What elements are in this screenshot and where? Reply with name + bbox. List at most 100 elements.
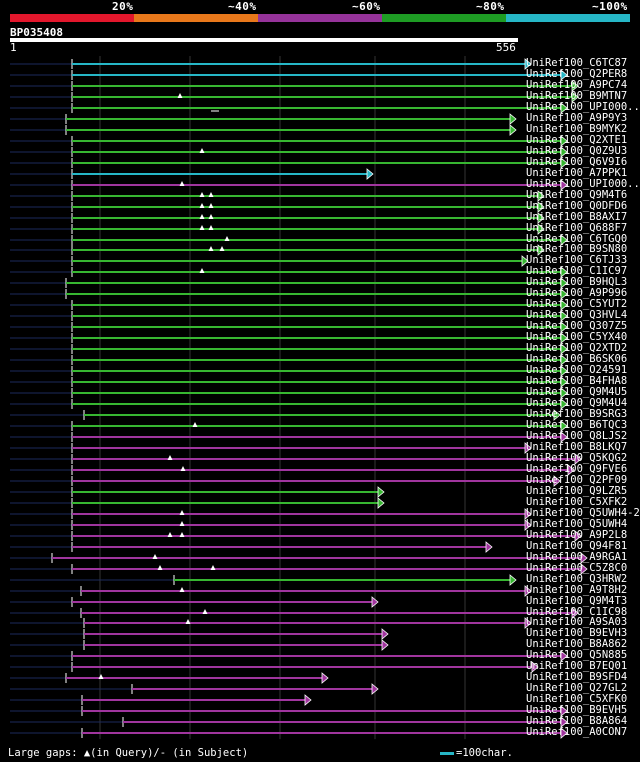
hit-label[interactable]: UniRef100_Q9FVE6 <box>526 463 628 475</box>
hit-label[interactable]: UniRef100_B9SRG3 <box>526 408 628 420</box>
hit-label[interactable]: UniRef100_Q2XTE1 <box>526 134 628 146</box>
hit-label[interactable]: UniRef100_C5XFK0 <box>526 693 628 705</box>
hit-label[interactable]: UniRef100_Q9M4U4 <box>526 397 628 409</box>
hit-label[interactable]: UniRef100_Q0DFD6 <box>526 200 628 212</box>
hit-label[interactable]: UniRef100_B6TQC3 <box>526 419 628 431</box>
hit-label[interactable]: UniRef100_A0CON7 <box>526 726 628 738</box>
hit-label[interactable]: UniRef100_C6TGQ0 <box>526 233 628 245</box>
hit-label[interactable]: UniRef100_Q0Z9U3 <box>526 145 628 157</box>
gaps-prefix: Large gaps: <box>8 747 84 759</box>
hit-label[interactable]: UniRef100_B9MTN7 <box>526 90 628 102</box>
hit-label[interactable]: UniRef100_A7PPK1 <box>526 167 628 179</box>
hit-label[interactable]: UniRef100_C5Z8C0 <box>526 562 628 574</box>
hit-label[interactable]: UniRef100_Q2PER8 <box>526 68 628 80</box>
hit-label[interactable]: UniRef100_Q94F81 <box>526 540 628 552</box>
hit-label[interactable]: UniRef100_C5YUT2 <box>526 298 628 310</box>
hit-label[interactable]: UniRef100_B8A862 <box>526 638 628 650</box>
legend-label-60: ~60% <box>352 0 381 13</box>
hit-label[interactable]: UniRef100_C1IC97 <box>526 265 628 277</box>
hit-label[interactable]: UniRef100_Q5KQG2 <box>526 452 628 464</box>
hit-label[interactable]: UniRef100_A9P9Y3 <box>526 112 628 124</box>
hit-label[interactable]: UniRef100_Q9M4U5 <box>526 386 628 398</box>
gap-in-query-marker <box>208 214 214 219</box>
hit-arrow-head <box>560 727 568 739</box>
hit-label[interactable]: UniRef100_B9SFD4 <box>526 671 628 683</box>
hit-label[interactable]: UniRef100_B8A864 <box>526 715 628 727</box>
hit-arrow-head <box>371 683 379 695</box>
hit-label[interactable]: UniRef100_A9SA03 <box>526 616 628 628</box>
hit-arrow-head <box>560 69 568 81</box>
gap-in-query-marker <box>179 510 185 515</box>
hit-arrow-head <box>560 102 568 114</box>
hit-label[interactable]: UniRef100_A9P996 <box>526 287 628 299</box>
hit-label[interactable]: UniRef100_O24591 <box>526 364 628 376</box>
hit-arrow-head <box>560 420 568 432</box>
hit-label[interactable]: UniRef100_A9T8H2 <box>526 584 628 596</box>
hit-label[interactable]: UniRef100_B8AXI7 <box>526 211 628 223</box>
hit-label[interactable]: UniRef100_C5XFK2 <box>526 496 628 508</box>
hit-label[interactable]: UniRef100_B9EVH5 <box>526 704 628 716</box>
gap-in-query-marker <box>199 268 205 273</box>
hit-label[interactable]: UniRef100_Q2PF09 <box>526 474 628 486</box>
gap-in-query-marker <box>199 225 205 230</box>
legend-label-100: ~100% <box>592 0 628 13</box>
gap-in-query-marker <box>192 422 198 427</box>
hit-label[interactable]: UniRef100_Q27GL2 <box>526 682 628 694</box>
hit-label[interactable]: UniRef100_Q9LZR5 <box>526 485 628 497</box>
hit-arrow-head <box>524 58 532 70</box>
hit-arrow-head <box>580 552 588 564</box>
hit-label[interactable]: UniRef100_UPI000.. <box>526 178 640 190</box>
hit-arrow-head <box>304 694 312 706</box>
hit-label[interactable]: UniRef100_Q6V9I6 <box>526 156 628 168</box>
hit-label[interactable]: UniRef100_B6SK06 <box>526 353 628 365</box>
hit-label[interactable]: UniRef100_UPI000.. <box>526 101 640 113</box>
legend-segment-100 <box>506 14 630 22</box>
hit-label[interactable]: UniRef100_Q3HRW2 <box>526 573 628 585</box>
hit-label[interactable]: UniRef100_C6TJ33 <box>526 254 628 266</box>
hit-label[interactable]: UniRef100_Q5N885 <box>526 649 628 661</box>
gap-in-query-marker <box>224 236 230 241</box>
gap-in-query-marker <box>98 674 104 679</box>
hit-arrow-head <box>531 661 539 673</box>
gap-in-query-marker <box>219 246 225 251</box>
hit-label[interactable]: UniRef100_A9PC74 <box>526 79 628 91</box>
hit-arrow-head <box>553 475 561 487</box>
hit-label[interactable]: UniRef100_B7EQ01 <box>526 660 628 672</box>
hit-label[interactable]: UniRef100_B9SN80 <box>526 243 628 255</box>
hit-label[interactable]: UniRef100_C1IC98 <box>526 606 628 618</box>
hit-arrow-head <box>537 212 545 224</box>
hit-arrow-head <box>524 519 532 531</box>
hit-arrow-head <box>366 168 374 180</box>
gap-in-query-marker <box>167 532 173 537</box>
hit-label[interactable]: UniRef100_Q3HVL4 <box>526 309 628 321</box>
hit-label[interactable]: UniRef100_B9HQL3 <box>526 276 628 288</box>
hit-arrow-head <box>574 530 582 542</box>
hit-label[interactable]: UniRef100_Q5UWH4-2 <box>526 507 640 519</box>
hit-label[interactable]: UniRef100_Q307Z5 <box>526 320 628 332</box>
hit-label[interactable]: UniRef100_B9MYK2 <box>526 123 628 135</box>
hit-label[interactable]: UniRef100_C6TC87 <box>526 57 628 69</box>
hit-arrow-head <box>560 431 568 443</box>
hit-arrow-head <box>560 716 568 728</box>
hit-label[interactable]: UniRef100_Q2XTD2 <box>526 342 628 354</box>
gap-in-query-marker <box>152 554 158 559</box>
hit-label[interactable]: UniRef100_A9P2L8 <box>526 529 628 541</box>
hit-arrow-head <box>377 486 385 498</box>
gap-in-query-marker <box>208 246 214 251</box>
hit-label[interactable]: UniRef100_B8LKQ7 <box>526 441 628 453</box>
gap-in-query-marker <box>179 532 185 537</box>
hit-label[interactable]: UniRef100_B4FHA8 <box>526 375 628 387</box>
hit-label[interactable]: UniRef100_Q9M4T6 <box>526 189 628 201</box>
hit-label[interactable]: UniRef100_Q9M4T3 <box>526 595 628 607</box>
hit-label[interactable]: UniRef100_Q8LJS2 <box>526 430 628 442</box>
hit-label[interactable]: UniRef100_Q688F7 <box>526 222 628 234</box>
hit-arrow-head <box>560 157 568 169</box>
hit-arrow-head <box>509 124 517 136</box>
gap-in-query-marker <box>202 609 208 614</box>
hit-arrow-head <box>560 234 568 246</box>
hit-label[interactable]: UniRef100_B9EVH3 <box>526 627 628 639</box>
gap-in-query-marker <box>185 619 191 624</box>
hit-label[interactable]: UniRef100_C5YX40 <box>526 331 628 343</box>
hit-label[interactable]: UniRef100_Q5UWH4 <box>526 518 628 530</box>
hit-label[interactable]: UniRef100_A9RGA1 <box>526 551 628 563</box>
